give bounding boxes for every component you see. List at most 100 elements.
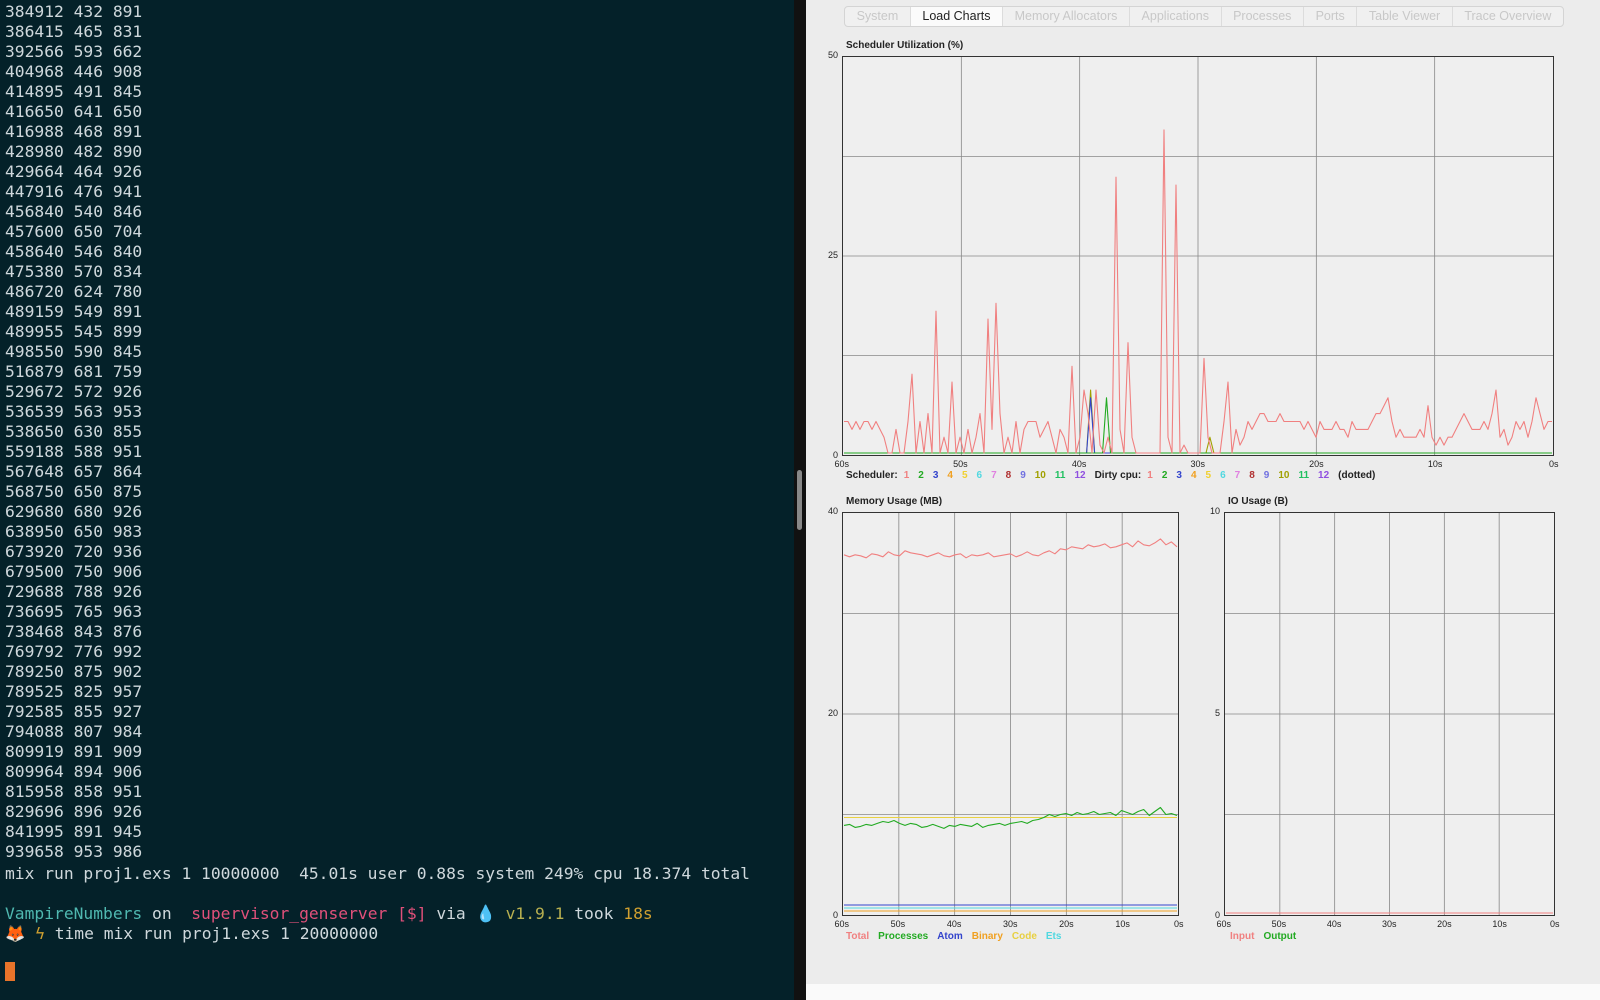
terminal-output-line: 392566 593 662 <box>5 42 143 61</box>
io-plot-svg <box>1225 513 1554 915</box>
terminal-output-line: 629680 680 926 <box>5 502 143 521</box>
legend-item-output: Output <box>1263 931 1297 942</box>
x-tick-label: 30s <box>1190 459 1206 469</box>
y-tick-label: 0 <box>832 450 838 460</box>
dirty-cpu-legend-item: 3 <box>1176 470 1182 481</box>
tab-ports[interactable]: Ports <box>1304 7 1358 26</box>
dirty-cpu-legend-item: 10 <box>1278 470 1290 481</box>
y-tick-label: 20 <box>827 708 838 718</box>
mem-plot-svg <box>843 513 1178 915</box>
scheduler-legend-item: 6 <box>976 470 983 481</box>
terminal-output-line: 679500 750 906 <box>5 562 143 581</box>
terminal-pane[interactable]: 384912 432 891 386415 465 831 392566 593 6… <box>0 0 794 1000</box>
x-tick-label: 10s <box>1427 459 1443 469</box>
terminal-output-line: 429664 464 926 <box>5 162 143 181</box>
splitter-handle[interactable] <box>797 470 802 530</box>
terminal-output-line: 416650 641 650 <box>5 102 143 121</box>
terminal-output-line: 414895 491 845 <box>5 82 143 101</box>
terminal-output-line: 458640 546 840 <box>5 242 143 261</box>
x-tick-label: 30s <box>1003 919 1018 929</box>
terminal-output-line: 794088 807 984 <box>5 722 143 741</box>
scheduler-legend: Scheduler: 1 2 3 4 5 6 7 8 9 10 11 12 Dirty cpu: 1 2 3 4 5… <box>846 470 1381 481</box>
x-tick-label: 30s <box>1382 919 1397 929</box>
dirty-cpu-legend-item: 4 <box>1190 470 1197 481</box>
series-line-total <box>843 538 1178 559</box>
tab-trace-overview[interactable]: Trace Overview <box>1464 9 1552 23</box>
dirty-cpu-legend-item: 6 <box>1220 470 1226 481</box>
git-branch: supervisor_genserver [$] <box>181 904 427 923</box>
memory-usage-chart <box>842 512 1179 916</box>
series-line-processes <box>843 806 1178 829</box>
legend-label: Scheduler: <box>846 470 898 481</box>
terminal-output-line: 475380 570 834 <box>5 262 143 281</box>
terminal-output-line: 567648 657 864 <box>5 462 143 481</box>
observer-window: System Load Charts Memory Allocators Applic… <box>806 0 1600 1000</box>
tab-system[interactable]: System <box>845 7 911 26</box>
dirty-cpu-legend-item: 9 <box>1263 470 1270 481</box>
tab-applications[interactable]: Applications <box>1130 7 1222 26</box>
y-tick-label: 10 <box>1209 506 1220 516</box>
dirty-cpu-legend-item: 7 <box>1234 470 1241 481</box>
observer-tab-bar: System Load Charts Memory Allocators Applic… <box>844 6 1564 27</box>
series-line-1 <box>844 129 1552 454</box>
io-usage-chart <box>1224 512 1555 916</box>
typed-command: time mix run proj1.exs 1 20000000 <box>44 924 379 943</box>
terminal-output-line: 736695 765 963 <box>5 602 143 621</box>
x-tick-label: 20s <box>1309 459 1324 469</box>
terminal-output-line: 792585 855 927 <box>5 702 143 721</box>
terminal-output-line: 829696 896 926 <box>5 802 143 821</box>
x-tick-label: 40s <box>1326 919 1342 929</box>
legend-label: (dotted) <box>1338 470 1376 481</box>
terminal-output-line: 386415 465 831 <box>5 22 143 41</box>
dirty-cpu-legend-item: 11 <box>1298 470 1310 481</box>
x-tick-label: 20s <box>1437 919 1452 929</box>
terminal-output-line: 789525 825 957 <box>5 682 143 701</box>
tab-table-viewer[interactable]: Table Viewer <box>1357 7 1453 26</box>
memory-chart-title: Memory Usage (MB) <box>846 496 943 507</box>
command-input-line[interactable]: 🦊 ϟ time mix run proj1.exs 1 20000000 <box>5 924 785 944</box>
y-tick-label: 50 <box>827 50 838 60</box>
x-tick-label: 40s <box>946 919 962 929</box>
terminal-output-line: 489159 549 891 <box>5 302 143 321</box>
x-tick-label: 60s <box>834 919 850 929</box>
terminal-output-line: 529672 572 926 <box>5 382 143 401</box>
scheduler-legend-item: 5 <box>961 470 968 481</box>
y-tick-label: 0 <box>1214 910 1220 920</box>
scheduler-legend-item: 10 <box>1034 470 1046 481</box>
scheduler-legend-item: 11 <box>1054 470 1066 481</box>
legend-item-ets: Ets <box>1045 931 1062 942</box>
legend-item-binary: Binary <box>971 931 1003 942</box>
terminal-output-line: 769792 776 992 <box>5 642 143 661</box>
terminal-output-line: 416988 468 891 <box>5 122 143 141</box>
dirty-cpu-legend-item: 12 <box>1318 470 1330 481</box>
terminal-output-line: 516879 681 759 <box>5 362 143 381</box>
scheduler-utilization-chart <box>842 56 1554 456</box>
x-tick-label: 10s <box>1492 919 1507 929</box>
tab-memory-allocators[interactable]: Memory Allocators <box>1003 7 1130 26</box>
legend-label: Dirty cpu: <box>1094 470 1142 481</box>
tab-processes[interactable]: Processes <box>1222 7 1304 26</box>
terminal-output-line: 673920 720 936 <box>5 542 143 561</box>
x-tick-label: 50s <box>1271 919 1287 929</box>
terminal-output-line: 447916 476 941 <box>5 182 143 201</box>
shell-prompt: VampireNumbers on supervisor_genserver [… <box>5 904 653 923</box>
x-tick-label: 0s <box>1174 919 1184 929</box>
pane-splitter[interactable] <box>794 0 806 1000</box>
terminal-output-line: 404968 446 908 <box>5 62 143 81</box>
tab-load-charts[interactable]: Load Charts <box>910 7 1004 26</box>
terminal-output-line: 815958 858 951 <box>5 782 143 801</box>
terminal-output-line: 729688 788 926 <box>5 582 143 601</box>
terminal-cursor <box>5 962 15 981</box>
x-tick-label: 40s <box>1071 459 1087 469</box>
x-tick-label: 10s <box>1115 919 1130 929</box>
scheduler-legend-item: 8 <box>1005 470 1012 481</box>
sched-plot-svg <box>843 57 1553 455</box>
terminal-output-line: 498550 590 845 <box>5 342 143 361</box>
scheduler-legend-item: 12 <box>1074 470 1086 481</box>
x-tick-label: 20s <box>1059 919 1074 929</box>
y-tick-label: 5 <box>1214 708 1220 718</box>
terminal-output-line: 457600 650 704 <box>5 222 143 241</box>
legend-item-processes: Processes <box>878 931 929 942</box>
x-tick-label: 60s <box>1216 919 1232 929</box>
repo-name: VampireNumbers <box>5 904 143 923</box>
